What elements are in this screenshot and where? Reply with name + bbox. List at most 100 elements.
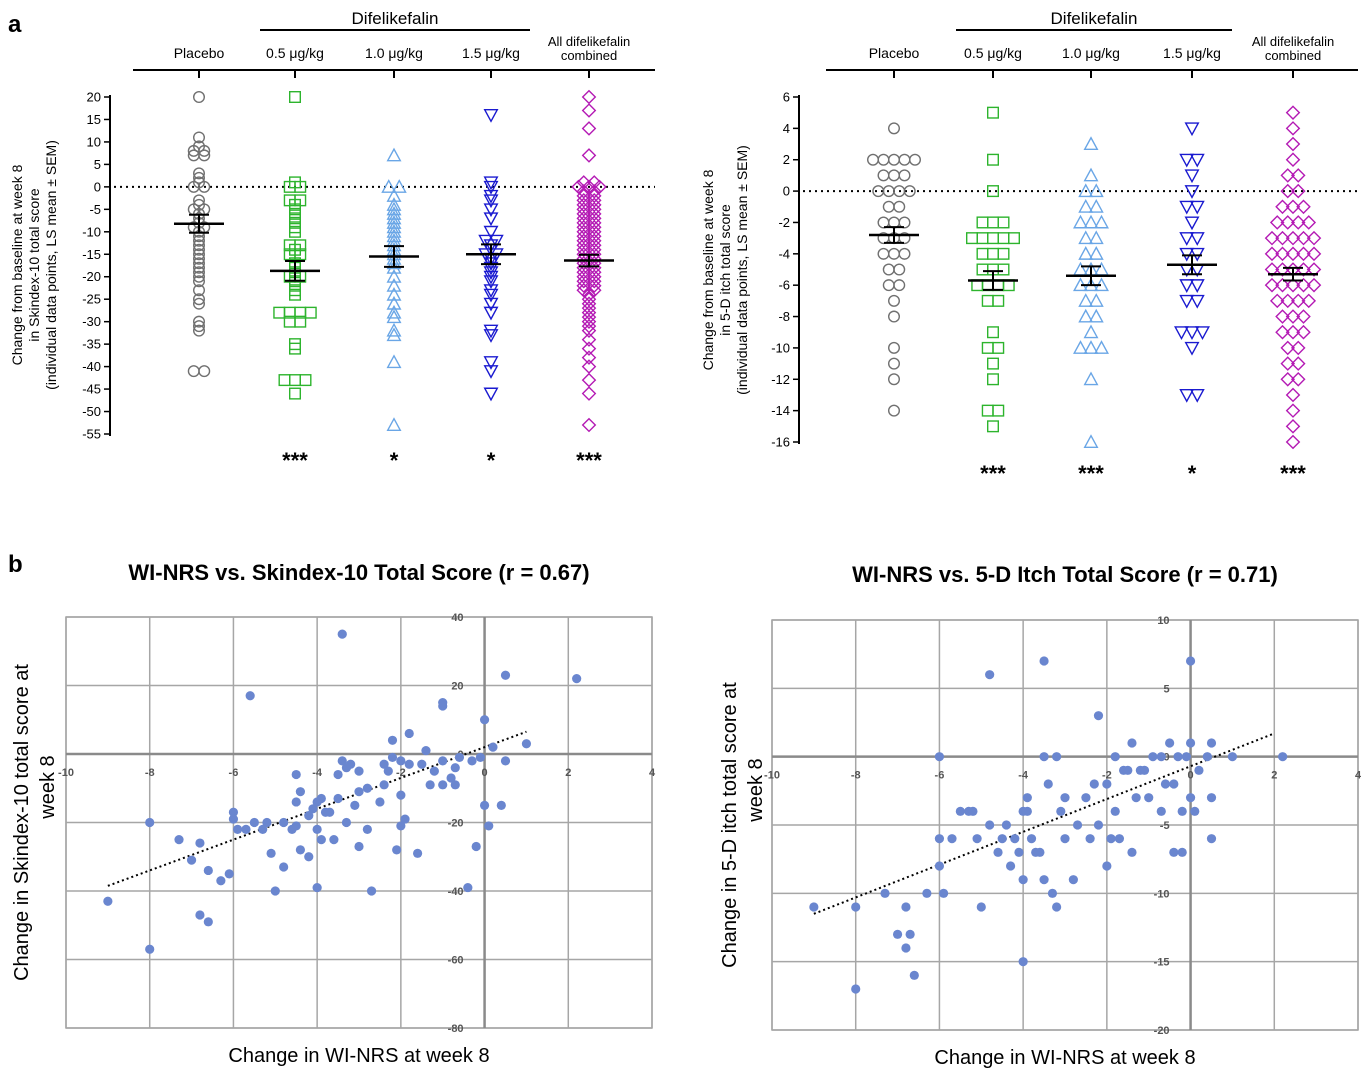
data-point bbox=[1280, 183, 1296, 199]
data-point bbox=[888, 169, 901, 182]
x-tick-label: -8 bbox=[145, 767, 155, 779]
data-point bbox=[337, 756, 347, 766]
data-point bbox=[291, 769, 301, 780]
y-tick-label: 0 bbox=[1163, 752, 1169, 764]
data-point bbox=[1078, 199, 1094, 213]
data-point bbox=[882, 279, 895, 292]
data-point bbox=[1189, 153, 1205, 168]
data-point bbox=[483, 329, 499, 343]
data-point bbox=[387, 752, 398, 763]
data-point bbox=[1110, 752, 1120, 762]
data-point bbox=[1285, 277, 1301, 293]
y-tick-label: -16 bbox=[771, 435, 790, 450]
x-tick-label: -2 bbox=[1102, 770, 1112, 782]
data-point bbox=[386, 147, 402, 162]
data-point bbox=[1010, 834, 1020, 844]
data-point bbox=[145, 944, 155, 954]
data-point bbox=[809, 902, 819, 912]
data-point bbox=[1306, 262, 1322, 277]
significance-marker: *** bbox=[282, 448, 308, 473]
data-point bbox=[581, 121, 597, 136]
y-tick-label: 5 bbox=[1163, 683, 1169, 695]
data-point bbox=[1227, 752, 1238, 762]
data-point bbox=[581, 372, 597, 388]
y-axis-label-line: Change in 5-D itch total score at bbox=[719, 682, 741, 968]
data-point bbox=[386, 277, 402, 292]
y-tick-label: -14 bbox=[771, 403, 790, 418]
data-point bbox=[1131, 793, 1141, 803]
data-point bbox=[888, 310, 901, 323]
x-tick-label: 0 bbox=[1188, 770, 1194, 782]
data-point bbox=[1052, 902, 1062, 912]
significance-marker: * bbox=[487, 448, 496, 473]
data-point bbox=[192, 243, 205, 256]
data-point bbox=[581, 417, 597, 433]
data-point bbox=[471, 841, 481, 852]
data-point bbox=[1290, 371, 1306, 387]
data-point bbox=[880, 888, 890, 898]
data-point bbox=[1269, 215, 1285, 230]
data-point bbox=[1039, 875, 1049, 885]
group-label: Difelikefalin bbox=[1051, 9, 1138, 28]
y-tick-label: -15 bbox=[1154, 957, 1170, 969]
data-point bbox=[386, 219, 402, 234]
data-point bbox=[1184, 341, 1200, 356]
x-tick-label: -4 bbox=[312, 767, 323, 779]
data-point bbox=[877, 169, 890, 182]
data-point bbox=[1026, 834, 1037, 844]
data-point bbox=[483, 306, 499, 321]
data-point bbox=[877, 153, 890, 166]
data-point bbox=[934, 752, 945, 762]
data-point bbox=[438, 756, 448, 766]
data-point bbox=[483, 203, 499, 218]
data-point bbox=[450, 763, 460, 773]
data-point bbox=[898, 247, 911, 260]
data-point bbox=[1306, 230, 1322, 246]
significance-marker: *** bbox=[1078, 461, 1104, 486]
data-point bbox=[386, 295, 402, 310]
data-point bbox=[1290, 168, 1306, 183]
data-point bbox=[383, 766, 393, 776]
data-point bbox=[997, 247, 1010, 260]
data-point bbox=[1179, 388, 1195, 403]
x-tick-label: -2 bbox=[396, 767, 406, 779]
column-label: Placebo bbox=[869, 45, 920, 61]
data-point bbox=[987, 357, 1000, 370]
data-point bbox=[581, 309, 597, 325]
data-point bbox=[404, 759, 414, 769]
data-point bbox=[1022, 806, 1032, 816]
data-point bbox=[976, 902, 986, 912]
data-point bbox=[892, 929, 903, 939]
data-point bbox=[1189, 279, 1205, 293]
data-point bbox=[312, 824, 322, 834]
data-point bbox=[289, 387, 302, 400]
x-tick-label: -4 bbox=[1018, 770, 1029, 782]
x-tick-label: -10 bbox=[764, 770, 780, 782]
data-point bbox=[1110, 806, 1120, 816]
data-point bbox=[1088, 246, 1104, 260]
data-point bbox=[1290, 183, 1306, 199]
significance-marker: *** bbox=[576, 448, 602, 473]
data-point bbox=[586, 278, 602, 294]
data-point bbox=[947, 834, 957, 844]
data-point bbox=[483, 297, 499, 312]
data-point bbox=[1081, 793, 1091, 803]
x-axis-label: Change in WI-NRS at week 8 bbox=[228, 1045, 489, 1067]
y-tick-label: -6 bbox=[778, 278, 790, 293]
data-point bbox=[909, 970, 919, 980]
data-point bbox=[488, 742, 498, 752]
data-point bbox=[968, 806, 978, 816]
data-point bbox=[1202, 752, 1212, 762]
data-point bbox=[1073, 340, 1088, 354]
data-point bbox=[387, 735, 398, 745]
data-point bbox=[1280, 371, 1296, 387]
data-point bbox=[581, 323, 597, 338]
column-label-part: combined bbox=[1265, 48, 1321, 63]
data-point bbox=[386, 268, 402, 283]
data-point bbox=[308, 804, 318, 814]
data-point bbox=[1085, 834, 1095, 844]
data-point bbox=[304, 306, 317, 319]
data-point bbox=[909, 153, 922, 166]
data-point bbox=[581, 300, 597, 316]
y-tick-label: -55 bbox=[82, 427, 101, 442]
